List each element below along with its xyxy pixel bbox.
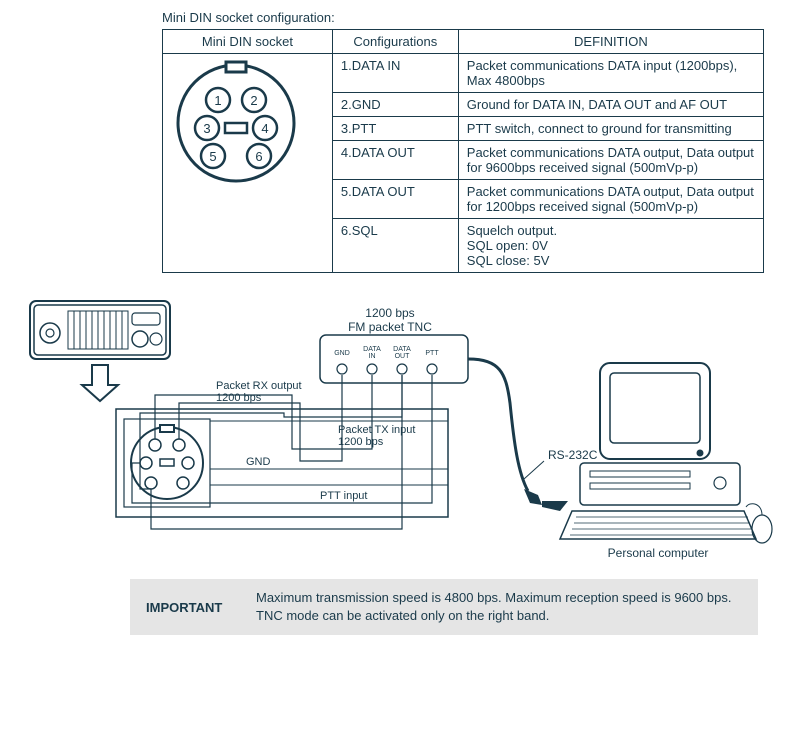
important-callout: IMPORTANT Maximum transmission speed is … <box>130 579 758 635</box>
th-config: Configurations <box>332 30 458 54</box>
rx-label-1: Packet RX output <box>216 380 302 392</box>
pin-configuration-table: Mini DIN socket Configurations DEFINITIO… <box>162 29 764 273</box>
def-cell: Packet communications DATA input (1200bp… <box>458 54 763 93</box>
svg-text:4: 4 <box>261 121 268 136</box>
tnc-title-1: 1200 bps <box>365 306 414 320</box>
def-cell: PTT switch, connect to ground for transm… <box>458 117 763 141</box>
page-title: Mini DIN socket configuration: <box>162 10 775 25</box>
tx-label-2: 1200 bps <box>338 436 384 448</box>
gnd-label: GND <box>246 456 271 468</box>
th-socket: Mini DIN socket <box>163 30 333 54</box>
radio-back-icon <box>30 301 170 359</box>
rx-label-2: 1200 bps <box>216 392 262 404</box>
important-text: Maximum transmission speed is 4800 bps. … <box>256 589 742 625</box>
pc-label: Personal computer <box>608 546 709 560</box>
svg-text:5: 5 <box>209 149 216 164</box>
svg-text:IN: IN <box>369 353 376 360</box>
config-cell: 3.PTT <box>332 117 458 141</box>
arrow-down-icon <box>82 365 118 401</box>
config-cell: 1.DATA IN <box>332 54 458 93</box>
svg-text:3: 3 <box>203 121 210 136</box>
config-cell: 4.DATA OUT <box>332 141 458 180</box>
important-label: IMPORTANT <box>146 600 256 615</box>
config-cell: 5.DATA OUT <box>332 180 458 219</box>
svg-text:OUT: OUT <box>395 353 411 360</box>
svg-text:DATA: DATA <box>363 346 381 353</box>
def-cell: Ground for DATA IN, DATA OUT and AF OUT <box>458 93 763 117</box>
svg-text:1: 1 <box>214 93 221 108</box>
svg-text:2: 2 <box>250 93 257 108</box>
tx-label-1: Packet TX input <box>338 424 415 436</box>
tnc-box: 1200 bps FM packet TNC GND DATA IN DATA … <box>320 306 468 383</box>
ptt-label: PTT input <box>320 490 368 502</box>
mini-din-socket-icon: 1 2 3 4 5 6 <box>171 58 301 188</box>
svg-text:DATA: DATA <box>393 346 411 353</box>
th-definition: DEFINITION <box>458 30 763 54</box>
tnc-title-2: FM packet TNC <box>348 320 432 334</box>
def-cell: Squelch output. SQL open: 0V SQL close: … <box>458 219 763 273</box>
rs232-cable <box>468 359 528 491</box>
wiring-diagram: Packet RX output 1200 bps 1200 bps FM pa… <box>20 293 775 563</box>
tnc-port-ptt: PTT <box>425 350 439 357</box>
config-cell: 6.SQL <box>332 219 458 273</box>
def-cell: Packet communications DATA output, Data … <box>458 141 763 180</box>
rs232-label: RS-232C <box>548 448 598 462</box>
tnc-port-gnd: GND <box>334 350 350 357</box>
svg-text:6: 6 <box>255 149 262 164</box>
def-cell: Packet communications DATA output, Data … <box>458 180 763 219</box>
socket-diagram-cell: 1 2 3 4 5 6 <box>163 54 333 273</box>
config-cell: 2.GND <box>332 93 458 117</box>
plug-icon <box>524 489 568 511</box>
